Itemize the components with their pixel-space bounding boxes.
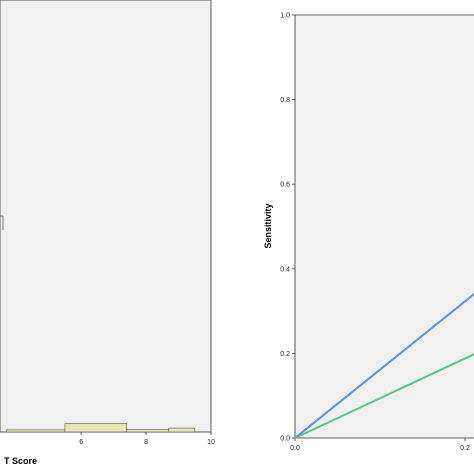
histogram-bars xyxy=(6,423,196,433)
reference-line xyxy=(294,353,474,439)
histogram-x-tick-label: 10 xyxy=(207,439,215,446)
roc-y-tick-label: 0.6 xyxy=(280,182,290,189)
histogram-plot-area xyxy=(0,0,212,433)
roc-y-axis-title: Sensitivity xyxy=(263,203,273,248)
roc-plot-area xyxy=(295,15,474,438)
roc-x-tick-label: 0.0 xyxy=(290,445,300,452)
histogram-bar xyxy=(126,429,170,433)
roc-y-tick-label: 0.2 xyxy=(280,351,290,358)
roc-x-tick-label: 0.2 xyxy=(460,445,470,452)
histogram-bar xyxy=(6,429,66,433)
histogram-bar xyxy=(168,427,196,433)
roc-y-ticks: 0.0 0.2 0.4 0.6 0.8 1.0 xyxy=(280,13,295,443)
roc-y-tick-label: 1.0 xyxy=(280,13,290,20)
roc-curve-line xyxy=(294,292,474,439)
roc-y-tick-label: 0.8 xyxy=(280,97,290,104)
histogram-x-ticks: 6 8 10 xyxy=(79,432,215,446)
roc-y-tick-label: 0.0 xyxy=(280,436,290,443)
roc-x-ticks: 0.00.20.4 xyxy=(290,438,470,452)
histogram-x-tick-label: 8 xyxy=(144,439,148,446)
histogram-panel: 6 8 10 T Score xyxy=(0,0,215,466)
roc-series xyxy=(294,292,474,439)
roc-y-tick-label: 0.4 xyxy=(280,266,290,273)
roc-panel: 0.0 0.2 0.4 0.6 0.8 1.0 0.0 0.2 0.4 Sensitivity xyxy=(263,13,474,452)
histogram-bar xyxy=(64,423,127,433)
histogram-x-tick-label: 6 xyxy=(79,439,83,446)
histogram-x-axis-title: T Score xyxy=(4,456,37,466)
